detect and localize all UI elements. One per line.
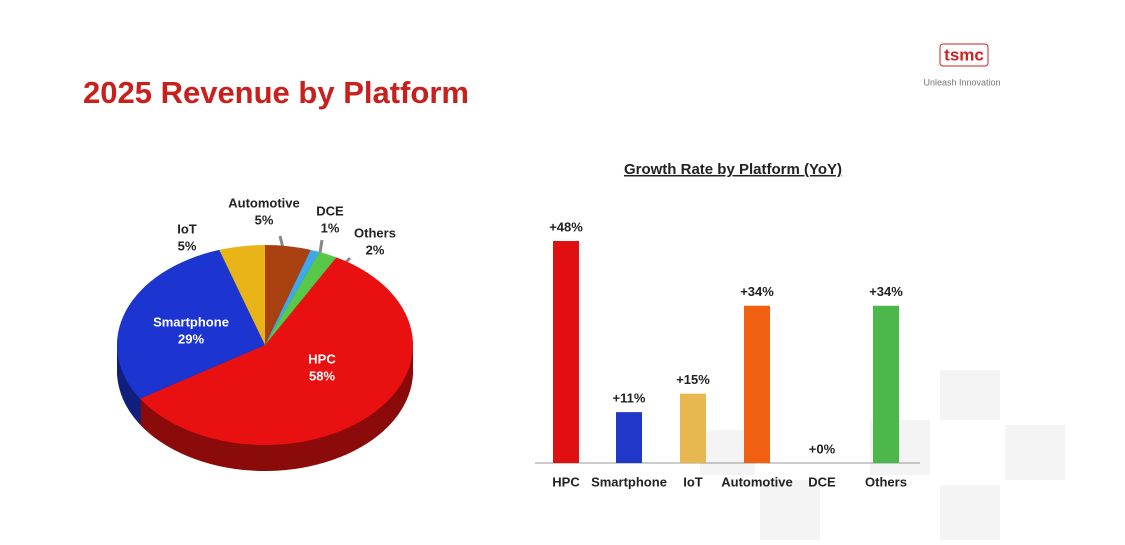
slice-value: 1% (321, 220, 340, 235)
bar (744, 305, 770, 463)
bar (616, 412, 642, 463)
pie-slice (265, 252, 337, 345)
bar (553, 241, 579, 463)
logo: tsmc (944, 45, 984, 64)
slice-label: HPC (308, 351, 336, 366)
x-tick-label: DCE (808, 474, 836, 489)
slice-label: Others (354, 225, 396, 240)
slice-value: 29% (178, 331, 204, 346)
logo-box (939, 43, 989, 67)
pie-slice (265, 249, 320, 345)
slice-value: 2% (366, 242, 385, 257)
pie-slice (219, 245, 265, 345)
bar-value: +11% (613, 391, 646, 406)
x-tick-label: IoT (683, 474, 703, 489)
bar (873, 305, 899, 463)
bar-value: +15% (676, 372, 710, 387)
slice-label: Smartphone (153, 314, 229, 329)
slice-value: 5% (178, 238, 197, 253)
bar (680, 393, 706, 463)
x-tick-label: Smartphone (591, 474, 667, 489)
slide-title: 2025 Revenue by Platform (83, 75, 469, 110)
pie-slice (265, 245, 311, 345)
x-tick-label: Automotive (721, 474, 793, 489)
bar-value: +34% (869, 284, 903, 299)
slice-value: 58% (309, 368, 335, 383)
pie-slice (140, 257, 414, 446)
slice-label: IoT (177, 221, 197, 236)
bar-value: +0% (809, 441, 836, 456)
pie-slice (116, 249, 265, 399)
x-tick-label: HPC (552, 474, 580, 489)
bar-value: +48% (549, 219, 583, 234)
bar-title: Growth Rate by Platform (YoY) (624, 161, 842, 178)
slice-label: DCE (316, 203, 344, 218)
slice-label: Automotive (228, 195, 300, 210)
x-tick-label: Others (865, 474, 907, 489)
tagline: Unleash Innovation (923, 77, 1000, 87)
bar-value: +34% (740, 284, 774, 299)
slice-value: 5% (255, 212, 274, 227)
